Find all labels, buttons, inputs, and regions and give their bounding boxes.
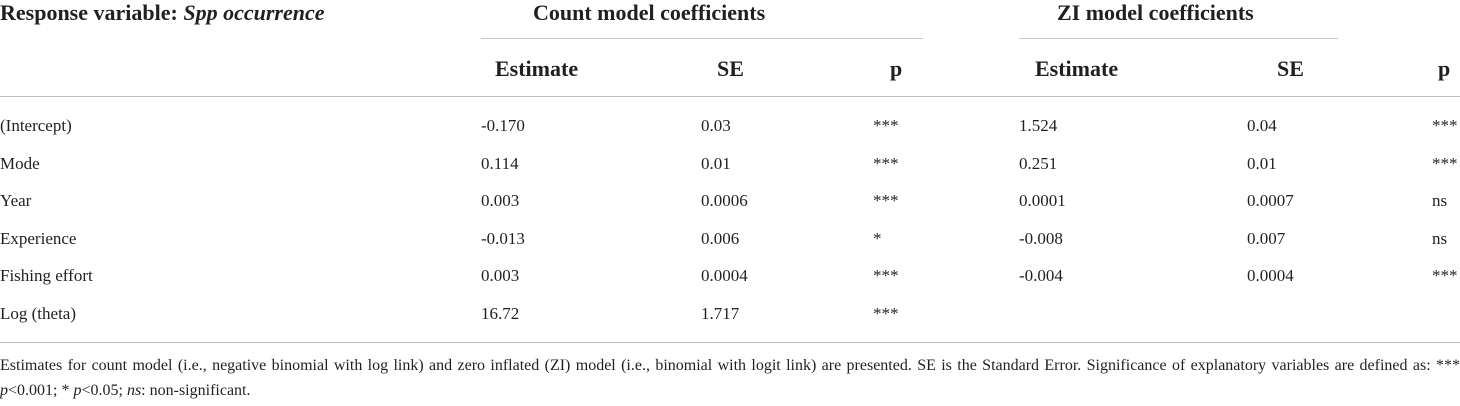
zi-estimate: -0.008: [1019, 229, 1063, 248]
zi-group-rule: [1019, 38, 1338, 39]
footnote-text-1: Estimates for count model (i.e., negativ…: [0, 357, 1460, 374]
count-se: 0.01: [701, 154, 731, 173]
response-variable-header: Response variable: Spp occurrence: [0, 0, 324, 26]
zi-p: ns: [1432, 191, 1448, 210]
count-group-rule: [481, 38, 923, 39]
count-estimate: 0.114: [481, 154, 519, 173]
zi-p: ***: [1432, 154, 1458, 173]
footnote-p-1: p: [0, 382, 8, 399]
table-bottom-rule: [0, 342, 1460, 343]
table-footnote: Estimates for count model (i.e., negativ…: [0, 353, 1460, 403]
row-label: Year: [0, 191, 32, 210]
count-estimate: -0.013: [481, 229, 525, 248]
count-estimate: 16.72: [481, 304, 520, 323]
footnote-text-3: <0.05;: [81, 382, 127, 399]
count-se: 0.03: [701, 116, 731, 135]
col-count-estimate: Estimate: [495, 56, 579, 81]
zi-estimate: -0.004: [1019, 266, 1063, 285]
zi-se: 0.007: [1247, 229, 1286, 248]
count-estimate: 0.003: [481, 191, 520, 210]
zi-estimate: 0.251: [1019, 154, 1058, 173]
col-count-se: SE: [717, 56, 744, 81]
row-label: Fishing effort: [0, 266, 93, 285]
zi-se: 0.01: [1247, 154, 1277, 173]
col-zi-se: SE: [1277, 56, 1304, 81]
count-se: 0.006: [701, 229, 740, 248]
count-estimate: -0.170: [481, 116, 525, 135]
count-p: *: [873, 229, 882, 248]
count-model-header: Count model coefficients: [533, 0, 766, 25]
zi-estimate: 0.0001: [1019, 191, 1066, 210]
header-bottom-rule: [0, 96, 1460, 97]
count-p: ***: [873, 154, 899, 173]
zi-p: ***: [1432, 116, 1458, 135]
zi-se: 0.0007: [1247, 191, 1294, 210]
footnote-text-2: <0.001; *: [8, 382, 74, 399]
row-label: (Intercept): [0, 116, 72, 135]
footnote-p-2: p: [73, 382, 82, 399]
col-zi-estimate: Estimate: [1035, 56, 1119, 81]
row-label: Mode: [0, 154, 40, 173]
row-label: Experience: [0, 229, 77, 248]
footnote-text-4: : non-significant.: [141, 382, 251, 399]
count-p: ***: [873, 116, 899, 135]
col-count-p: p: [890, 56, 903, 81]
footnote-ns: ns: [126, 382, 142, 399]
count-p: ***: [873, 304, 899, 323]
count-p: ***: [873, 266, 899, 285]
col-zi-p: p: [1438, 56, 1451, 81]
count-estimate: 0.003: [481, 266, 520, 285]
zi-se: 0.04: [1247, 116, 1277, 135]
count-se: 0.0006: [701, 191, 748, 210]
count-se: 1.717: [701, 304, 740, 323]
zi-p: ns: [1432, 229, 1448, 248]
count-se: 0.0004: [701, 266, 748, 285]
row-label: Log (theta): [0, 304, 76, 323]
zi-model-header: ZI model coefficients: [1057, 0, 1254, 25]
zi-estimate: 1.524: [1019, 116, 1058, 135]
count-p: ***: [873, 191, 899, 210]
response-label: Response variable:: [0, 0, 178, 25]
zi-se: 0.0004: [1247, 266, 1294, 285]
response-value: Spp occurrence: [183, 0, 325, 25]
zi-p: ***: [1432, 266, 1458, 285]
